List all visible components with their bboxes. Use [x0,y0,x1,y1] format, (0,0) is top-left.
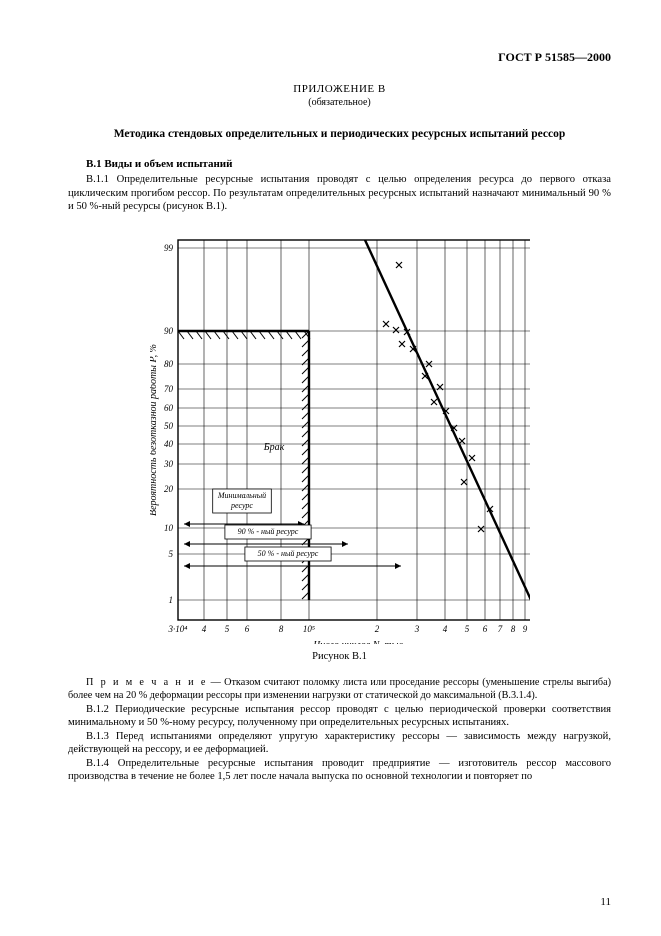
method-title: Методика стендовых определительных и пер… [80,127,600,141]
note: П р и м е ч а н и е — Отказом считают по… [68,677,611,703]
svg-text:5: 5 [224,624,229,634]
svg-text:50 % - ный ресурс: 50 % - ный ресурс [257,549,318,558]
svg-text:3·10⁴: 3·10⁴ [167,624,187,634]
svg-text:4: 4 [442,624,447,634]
doc-header: ГОСТ Р 51585—2000 [68,50,611,65]
svg-text:70: 70 [164,384,174,394]
svg-text:1: 1 [168,595,173,605]
svg-text:Минимальный: Минимальный [216,491,265,500]
svg-text:Вероятность безотказной работы: Вероятность безотказной работы Р, % [150,344,159,516]
svg-text:Брак: Брак [262,442,284,453]
svg-text:6: 6 [482,624,487,634]
svg-text:7: 7 [497,624,502,634]
section-b1-heading: В.1 Виды и объем испытаний [86,158,611,172]
svg-text:60: 60 [164,403,174,413]
svg-text:80: 80 [164,359,174,369]
svg-text:9: 9 [522,624,527,634]
appendix-title: ПРИЛОЖЕНИЕ В [68,83,611,97]
svg-text:10⁵: 10⁵ [302,624,314,634]
svg-text:90 % - ный ресурс: 90 % - ный ресурс [237,527,298,536]
svg-text:30: 30 [163,459,174,469]
svg-text:ресурс: ресурс [230,501,253,510]
page-number: 11 [600,896,611,910]
para-b14: В.1.4 Определительные ресурсные испытани… [68,757,611,784]
svg-text:99: 99 [164,243,174,253]
note-lead: П р и м е ч а н и е [86,677,207,688]
svg-text:8: 8 [510,624,515,634]
svg-text:50: 50 [164,421,174,431]
svg-text:10: 10 [164,523,174,533]
svg-text:6: 6 [244,624,249,634]
svg-text:8: 8 [278,624,283,634]
probability-chart: 3·10⁴456810⁵2345678915102030405060708090… [150,224,530,644]
svg-text:3: 3 [413,624,419,634]
appendix-subtitle: (обязательное) [68,97,611,110]
svg-text:40: 40 [164,439,174,449]
svg-text:20: 20 [164,484,174,494]
svg-text:90: 90 [164,326,174,336]
svg-text:4: 4 [201,624,206,634]
svg-text:Число циклов N, тыс: Число циклов N, тыс [313,640,403,644]
figure-b1: 3·10⁴456810⁵2345678915102030405060708090… [68,224,611,644]
para-b13: В.1.3 Перед испытаниями определяют упруг… [68,730,611,757]
para-b11: В.1.1 Определительные ресурсные испытани… [68,173,611,214]
figure-caption: Рисунок В.1 [68,650,611,663]
para-b12: В.1.2 Периодические ресурсные испытания … [68,703,611,730]
svg-text:2: 2 [374,624,379,634]
svg-text:5: 5 [168,549,173,559]
svg-text:5: 5 [464,624,469,634]
